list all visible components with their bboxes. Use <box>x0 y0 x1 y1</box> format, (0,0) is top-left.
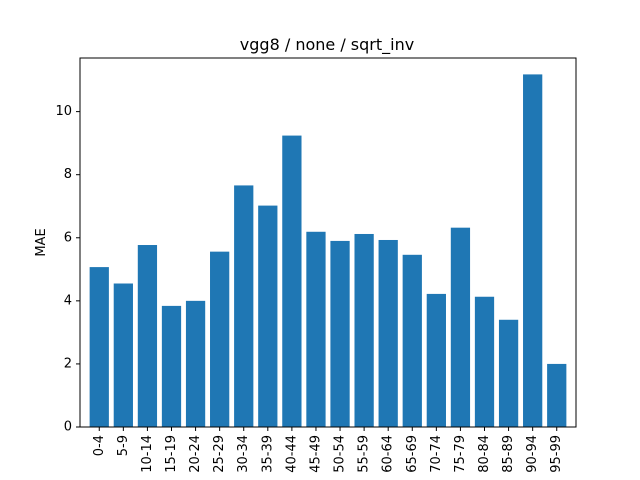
x-tick-label: 65-69 <box>405 435 420 473</box>
bar-25-29 <box>210 251 230 427</box>
bar-50-54 <box>330 240 350 427</box>
bar-90-94 <box>523 74 543 428</box>
x-tick-label: 95-99 <box>549 435 564 473</box>
x-tick-label: 90-94 <box>525 435 540 473</box>
x-tick-label: 45-49 <box>308 435 323 473</box>
bar-15-19 <box>161 305 182 427</box>
y-axis: 0 2 4 6 8 10 <box>55 104 80 435</box>
x-tick-label: 0-4 <box>92 435 107 456</box>
y-tick-label: 8 <box>64 167 72 182</box>
plot-area-frame <box>79 57 577 428</box>
x-tick-label: 75-79 <box>453 435 468 473</box>
x-axis: 0-4 5-9 10-14 15-19 20-24 25-29 30-34 35-39 40-4… <box>92 427 564 473</box>
x-tick-label: 25-29 <box>212 435 227 473</box>
bar-35-39 <box>258 205 278 427</box>
y-tick-label: 6 <box>64 230 72 245</box>
x-tick-label: 80-84 <box>477 435 492 473</box>
x-tick-label: 40-44 <box>284 435 299 473</box>
x-tick-label: 20-24 <box>188 435 203 473</box>
bar-10-14 <box>137 245 158 427</box>
bar-55-59 <box>354 233 374 427</box>
x-tick-label: 55-59 <box>357 435 372 473</box>
x-tick-label: 15-19 <box>164 435 179 473</box>
y-tick-label: 2 <box>64 356 72 371</box>
bar-85-89 <box>498 319 519 427</box>
y-tick-label: 10 <box>55 104 72 119</box>
bar-20-24 <box>185 300 206 427</box>
y-axis-label: MAE <box>34 228 49 256</box>
y-tick-label: 0 <box>64 420 72 435</box>
bar-75-79 <box>450 227 471 427</box>
bar-80-84 <box>474 296 495 427</box>
bar-45-49 <box>306 231 326 427</box>
bar-30-34 <box>234 185 254 427</box>
bar-40-44 <box>282 135 302 427</box>
x-tick-label: 5-9 <box>116 435 131 456</box>
chart-title: vgg8 / none / sqrt_inv <box>240 35 414 55</box>
x-tick-label: 50-54 <box>333 435 348 473</box>
x-tick-label: 85-89 <box>501 435 516 473</box>
x-tick-label: 10-14 <box>140 435 155 473</box>
bar-65-69 <box>402 254 422 427</box>
y-tick-label: 4 <box>64 293 72 308</box>
bar-70-74 <box>426 293 446 427</box>
x-tick-label: 70-74 <box>429 435 444 473</box>
x-tick-label: 30-34 <box>236 435 251 473</box>
x-tick-label: 35-39 <box>260 435 275 473</box>
bars-group <box>89 74 567 428</box>
bar-95-99 <box>547 363 567 427</box>
bar-60-64 <box>378 239 398 427</box>
bar-0-4 <box>89 267 109 427</box>
bar-5-9 <box>113 283 133 427</box>
x-tick-label: 60-64 <box>381 435 396 473</box>
